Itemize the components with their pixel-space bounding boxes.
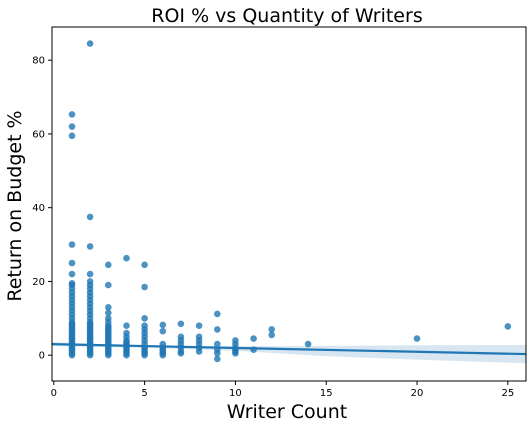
x-tick-label: 15 <box>320 388 333 399</box>
x-axis-label: Writer Count <box>227 401 347 423</box>
axes-frame <box>51 26 527 382</box>
scatter-point <box>214 310 221 318</box>
x-tick-label: 25 <box>501 388 514 399</box>
x-tick-label: 0 <box>51 388 57 399</box>
scatter-point <box>141 283 148 291</box>
y-tick-label: 0 <box>39 351 45 362</box>
scatter-point <box>105 304 112 311</box>
scatter-point <box>141 322 148 330</box>
y-axis-label: Return on Budget % <box>4 110 26 301</box>
scatter-point <box>68 270 76 278</box>
regression-line <box>51 343 527 356</box>
scatter-point <box>214 340 221 348</box>
scatter-point <box>250 335 257 342</box>
scatter-point <box>105 261 112 269</box>
y-tick-label: 80 <box>32 56 45 67</box>
scatter-point <box>232 337 239 344</box>
scatter-point <box>86 243 94 250</box>
scatter-point <box>413 335 421 342</box>
scatter-point <box>504 323 512 330</box>
scatter-point <box>195 333 203 341</box>
scatter-point <box>195 322 203 330</box>
scatter-point <box>86 270 94 278</box>
x-tick-label: 10 <box>229 388 242 399</box>
scatter-point <box>304 340 312 348</box>
scatter-point <box>268 331 276 339</box>
scatter-point <box>123 254 130 262</box>
scatter-point <box>68 111 76 118</box>
scatter-point <box>214 355 221 363</box>
chart-title: ROI % vs Quantity of Writers <box>151 5 422 27</box>
scatter-point <box>105 309 112 317</box>
scatter-point <box>86 40 94 47</box>
x-tick-label: 20 <box>411 388 424 399</box>
y-tick-label: 20 <box>32 277 45 288</box>
scatter-point <box>214 326 221 333</box>
scatter-point <box>177 320 185 328</box>
scatter-point <box>68 259 76 267</box>
scatter-point <box>141 315 148 322</box>
scatter-point <box>105 315 112 322</box>
scatter-point <box>68 241 76 248</box>
x-tick-label: 5 <box>141 388 147 399</box>
scatter-point <box>268 326 276 333</box>
scatter-point <box>68 132 76 140</box>
scatter-point <box>123 329 130 337</box>
y-tick-label: 40 <box>32 203 45 214</box>
scatter-point <box>159 321 167 329</box>
scatter-point <box>141 261 148 269</box>
y-tick-label: 60 <box>32 129 45 140</box>
scatter-point <box>105 281 112 289</box>
scatter-point <box>68 123 76 130</box>
scatter-point <box>177 333 185 341</box>
scatter-point <box>123 322 130 330</box>
scatter-point <box>86 278 94 285</box>
scatter-point <box>68 280 76 287</box>
scatter-point <box>86 213 94 221</box>
scatter-point <box>159 327 167 335</box>
plot-area: 0 5 10 15 20 25 0 20 40 60 80 <box>32 26 527 399</box>
